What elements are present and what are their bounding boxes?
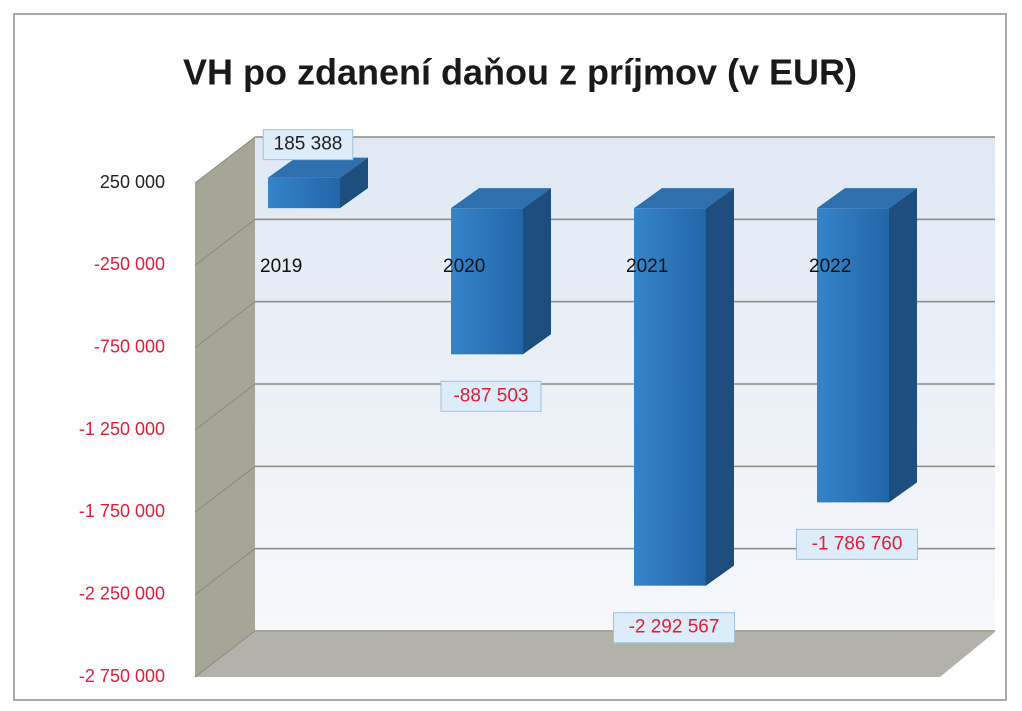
- bar-top: [634, 188, 734, 209]
- grid-line: [194, 218, 256, 266]
- grid-line: [194, 136, 256, 184]
- grid-line: [194, 383, 256, 431]
- grid-line: [194, 465, 256, 513]
- x-tick-label: 2022: [809, 256, 851, 277]
- x-tick-label: 2019: [260, 256, 302, 277]
- value-label-box: [613, 612, 735, 644]
- bar-front: [451, 208, 523, 355]
- y-tick-label: -2 750 000: [79, 666, 165, 686]
- value-label-box: [262, 129, 354, 161]
- bar-front: [268, 177, 340, 209]
- y-tick-label: -250 000: [94, 254, 165, 274]
- bar-front: [817, 208, 889, 503]
- bar-front: [634, 208, 706, 586]
- y-tick-label: 250 000: [100, 172, 165, 192]
- bar-side: [706, 188, 734, 586]
- floor: [195, 632, 995, 677]
- value-label: -2 292 567: [629, 617, 720, 638]
- value-label: -1 786 760: [812, 533, 903, 554]
- bar: [817, 188, 917, 503]
- bar: [268, 157, 368, 209]
- bar-top: [268, 157, 368, 178]
- y-tick-label: -1 750 000: [79, 501, 165, 521]
- value-label: -887 503: [453, 385, 528, 406]
- x-tick-label: 2021: [626, 256, 668, 277]
- bar-top: [451, 188, 551, 209]
- chart-title: VH po zdanení daňou z príjmov (v EUR): [183, 52, 857, 93]
- x-tick-label: 2020: [443, 256, 485, 277]
- value-label-box: [796, 528, 918, 560]
- bar: [634, 188, 734, 586]
- bar-side: [889, 188, 917, 503]
- y-tick-label: -750 000: [94, 336, 165, 356]
- y-tick-label: -1 250 000: [79, 419, 165, 439]
- value-label: 185 388: [274, 134, 343, 155]
- bar-top: [817, 188, 917, 209]
- bar-side: [340, 157, 368, 209]
- y-tick-label: -2 250 000: [79, 583, 165, 603]
- grid-line: [194, 630, 256, 678]
- bar: [451, 188, 551, 355]
- grid-line: [194, 301, 256, 349]
- grid-line: [194, 548, 256, 596]
- bar-side: [523, 188, 551, 355]
- value-label-box: [440, 380, 542, 412]
